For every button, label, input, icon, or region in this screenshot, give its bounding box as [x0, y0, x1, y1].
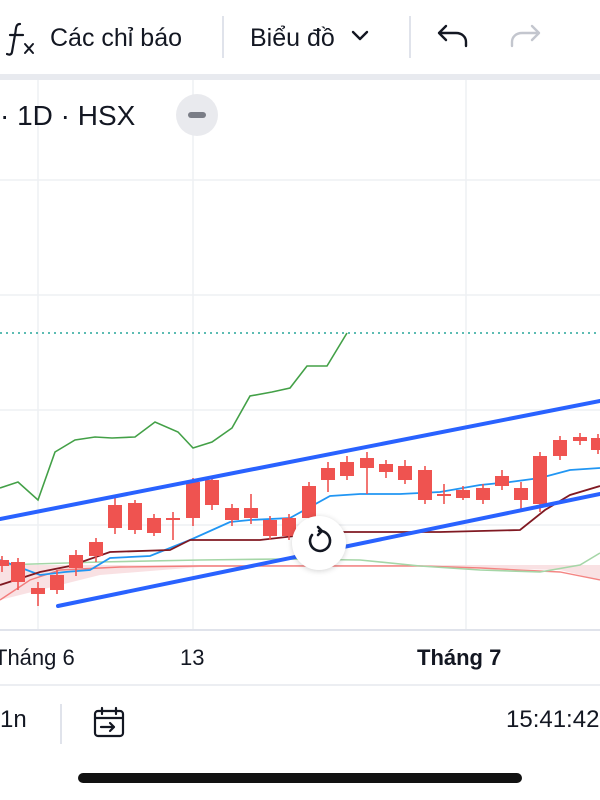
candle	[418, 466, 432, 504]
x-tick-label: Tháng 7	[417, 645, 502, 670]
redo-button[interactable]	[508, 0, 542, 76]
candle	[514, 482, 528, 510]
candle	[591, 434, 600, 454]
candle	[128, 500, 142, 534]
home-indicator	[78, 773, 522, 783]
clock-time[interactable]: 15:41:42	[506, 706, 600, 733]
candle	[263, 516, 277, 540]
candle-body	[244, 508, 258, 518]
x-tick-label: 13	[180, 645, 205, 670]
candle	[31, 582, 45, 606]
undo-button[interactable]	[436, 0, 470, 76]
candle	[495, 470, 509, 490]
candle	[50, 570, 64, 594]
candle	[302, 482, 316, 522]
candle-body	[360, 458, 374, 468]
candle-body	[533, 456, 547, 504]
candle	[533, 452, 547, 512]
candles	[0, 433, 600, 606]
candle-body	[0, 560, 9, 566]
bottom-divider	[60, 704, 62, 744]
candle-body	[514, 488, 528, 500]
lagging-span-line	[0, 332, 348, 502]
candle-body	[108, 505, 122, 528]
candle	[573, 433, 587, 445]
candle-body	[340, 462, 354, 476]
candle	[360, 452, 374, 494]
candle	[108, 498, 122, 534]
indicators-button[interactable]: Các chỉ báo	[5, 0, 183, 76]
candle	[166, 512, 180, 540]
trend-line-upper	[0, 399, 600, 521]
candle-body	[321, 468, 335, 480]
candle	[89, 538, 103, 562]
redo-icon	[508, 22, 542, 55]
candle-body	[225, 508, 239, 520]
candle	[553, 436, 567, 460]
candle-body	[205, 480, 219, 505]
x-tick-label: Tháng 6	[0, 645, 75, 670]
minus-icon	[188, 112, 206, 118]
collapse-legend-button[interactable]	[176, 94, 218, 136]
leading-span-a	[0, 552, 600, 573]
candle-body	[166, 518, 180, 520]
candle-body	[186, 482, 200, 518]
candle	[225, 504, 239, 526]
reset-chart-button[interactable]	[292, 516, 346, 570]
candle-body	[398, 466, 412, 480]
function-fx-icon	[5, 18, 38, 58]
toolbar-bottom-border	[0, 74, 600, 80]
candle-body	[437, 494, 451, 496]
price-chart[interactable]	[0, 80, 600, 682]
candle	[0, 556, 9, 572]
candle-body	[379, 464, 393, 472]
candle	[437, 484, 451, 504]
candle-body	[282, 518, 296, 536]
chart-type-label: Biểu đồ	[250, 23, 335, 52]
candle-body	[11, 562, 25, 582]
candle	[340, 456, 354, 480]
candle-body	[495, 476, 509, 486]
candle-body	[31, 588, 45, 594]
candle-body	[302, 486, 316, 518]
candle-body	[263, 520, 277, 536]
symbol-legend-text: · 1D · HSX	[0, 100, 136, 131]
candle	[244, 494, 258, 524]
top-toolbar: Các chỉ báo Biểu đồ	[0, 0, 600, 80]
candle	[379, 460, 393, 478]
candle-body	[456, 490, 470, 498]
chart-grid	[0, 80, 600, 631]
candle-body	[128, 503, 142, 530]
reset-rotate-icon	[303, 525, 335, 562]
candle	[398, 460, 412, 484]
candle-body	[573, 437, 587, 441]
candle-body	[147, 518, 161, 533]
candle	[147, 514, 161, 536]
candle-body	[89, 542, 103, 556]
chevron-down-icon	[351, 29, 369, 47]
candle	[205, 476, 219, 510]
candle	[69, 550, 83, 576]
symbol-legend[interactable]: · 1D · HSX	[0, 96, 135, 136]
candle	[476, 484, 490, 504]
candle-body	[418, 470, 432, 500]
candle	[11, 558, 25, 590]
candle	[282, 514, 296, 540]
candle-body	[591, 438, 600, 450]
candle-body	[69, 555, 83, 568]
bottom-toolbar: 1n 15:41:42	[0, 684, 600, 762]
toolbar-divider	[409, 16, 411, 58]
interval-button[interactable]: 1n	[0, 706, 27, 733]
toolbar-divider	[222, 16, 224, 58]
candle-body	[553, 440, 567, 456]
undo-icon	[436, 22, 470, 55]
candle	[186, 478, 200, 526]
candle	[456, 486, 470, 500]
candle-body	[50, 575, 64, 590]
candle-body	[476, 488, 490, 500]
candle	[321, 462, 335, 492]
chart-type-dropdown[interactable]: Biểu đồ	[250, 0, 369, 76]
go-to-date-icon[interactable]	[92, 706, 126, 745]
indicators-label: Các chỉ báo	[50, 23, 183, 52]
